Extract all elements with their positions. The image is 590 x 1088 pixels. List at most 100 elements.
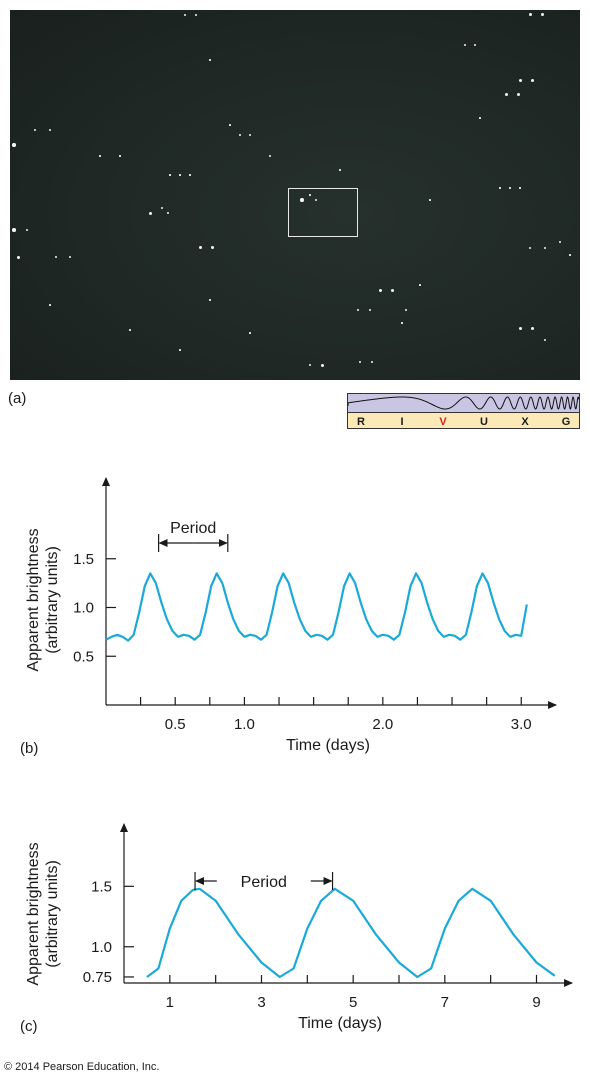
star: [357, 309, 359, 311]
star: [210, 245, 214, 249]
y-tick-label: 1.5: [91, 878, 112, 895]
y-axis-label: Apparent brightness (arbitrary units): [25, 528, 61, 671]
y-tick-label: 0.75: [83, 969, 112, 986]
star: [479, 117, 481, 119]
star: [12, 143, 16, 147]
star: [528, 12, 532, 16]
star: [300, 198, 304, 202]
star: [249, 134, 251, 136]
star: [309, 364, 311, 366]
x-tick-label: 3.0: [511, 716, 532, 733]
star: [169, 174, 171, 176]
x-tick-label: 2.0: [372, 716, 393, 733]
star: [198, 245, 202, 249]
x-axis-label: Time (days): [286, 737, 370, 754]
star: [516, 92, 520, 96]
y-tick-label: 1.5: [73, 551, 94, 568]
y-axis-label-line: (arbitrary units): [44, 860, 61, 968]
y-axis-label-line: Apparent brightness: [25, 842, 42, 985]
star: [320, 363, 324, 367]
spectrum-wave-icon: [347, 396, 580, 410]
star: [544, 339, 546, 341]
star: [49, 304, 51, 306]
light-curve-chart-b: 0.5 1.0 2.0 3.0 0.5 1.0 1.5 Time (days) Apparent…: [20, 477, 557, 757]
star: [179, 349, 181, 351]
panel-label: (c): [20, 1018, 38, 1035]
x-tick-label: 1: [166, 994, 174, 1011]
spectrum-wave-bg: [347, 393, 580, 413]
brightness-curve: [146, 887, 556, 979]
star: [16, 255, 20, 259]
star: [530, 78, 534, 82]
star: [369, 309, 371, 311]
spectrum-band-label: G: [562, 416, 571, 428]
star: [183, 13, 187, 17]
y-axis-label-line: (arbitrary units): [44, 546, 61, 654]
brightness-curve: [105, 572, 528, 642]
star: [26, 229, 28, 231]
y-tick-label: 1.0: [73, 600, 94, 617]
period-annotation: Period: [241, 874, 287, 891]
copyright-text: © 2014 Pearson Education, Inc.: [4, 1061, 160, 1073]
star: [544, 247, 546, 249]
spectrum-band-label: I: [400, 416, 403, 428]
star: [518, 326, 522, 330]
x-tick-label: 0.5: [165, 716, 186, 733]
star: [160, 206, 164, 210]
star: [390, 288, 394, 292]
x-tick-label: 5: [349, 994, 357, 1011]
star: [209, 299, 211, 301]
light-curve-chart-c: 1 3 5 7 9 0.75 1.0 1.5 Time (days) Apparent brigh…: [20, 823, 573, 1035]
star: [148, 211, 152, 215]
spectrum-label-bg: [347, 412, 580, 429]
x-axis-label: Time (days): [298, 1015, 382, 1032]
star-field-photo: [10, 10, 580, 380]
star: [239, 134, 241, 136]
panel-label: (b): [20, 740, 38, 757]
period-annotation: Period: [170, 520, 216, 537]
star: [189, 174, 191, 176]
x-tick-label: 7: [441, 994, 449, 1011]
highlight-box: [288, 188, 358, 237]
x-tick-label: 1.0: [234, 716, 255, 733]
star: [499, 187, 501, 189]
star: [530, 326, 534, 330]
star: [429, 199, 431, 201]
star: [34, 129, 36, 131]
star: [378, 288, 382, 292]
star: [269, 155, 271, 157]
star: [54, 255, 58, 259]
x-tick-label: 3: [257, 994, 265, 1011]
y-tick-label: 0.5: [73, 648, 94, 665]
star: [569, 254, 571, 256]
star: [119, 155, 121, 157]
spectrum-band-label: R: [357, 416, 365, 428]
y-axis-label: Apparent brightness (arbitrary units): [25, 842, 61, 985]
star: [166, 211, 170, 215]
star: [339, 169, 341, 171]
star: [559, 241, 561, 243]
y-tick-label: 1.0: [91, 939, 112, 956]
star: [464, 44, 466, 46]
spectrum-band-label: U: [480, 416, 488, 428]
star: [518, 78, 522, 82]
star: [509, 187, 511, 189]
spectrum-band-label: X: [521, 416, 529, 428]
star: [179, 174, 181, 176]
star: [419, 284, 421, 286]
star: [371, 361, 373, 363]
star: [405, 309, 407, 311]
star: [49, 129, 51, 131]
star: [229, 124, 231, 126]
star: [129, 329, 131, 331]
star: [314, 198, 318, 202]
x-tick-label: 9: [532, 994, 540, 1011]
star: [12, 228, 16, 232]
panel-a-label: (a): [8, 390, 27, 407]
star: [99, 155, 101, 157]
star: [69, 256, 71, 258]
star: [309, 194, 311, 196]
star: [540, 12, 544, 16]
star: [504, 92, 508, 96]
